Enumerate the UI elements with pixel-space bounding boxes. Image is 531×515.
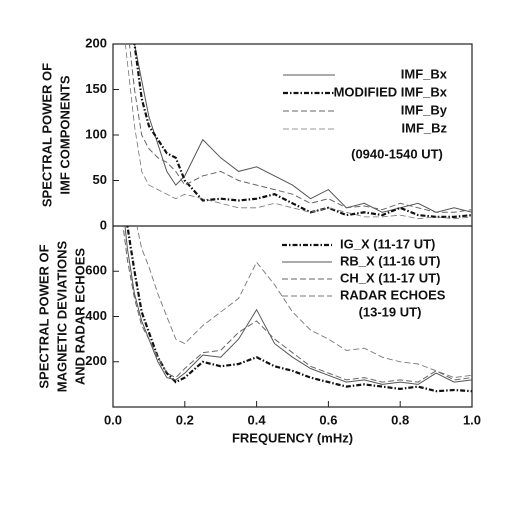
y-axis-label: IMF COMPONENTS [57, 75, 72, 194]
legend-label: IMF_Bx [401, 66, 448, 81]
y-axis-label: AND RADAR ECHOES [72, 248, 87, 386]
y-tick-label: 0 [100, 217, 107, 232]
y-axis-label: MAGNETIC DEVIATIONS [54, 240, 69, 392]
series-line [133, 44, 472, 218]
series-line [133, 44, 472, 213]
series-group [124, 44, 472, 220]
legend-label: IMF_By [401, 102, 448, 117]
y-axis-label: SPECTRAL POWER OF [36, 244, 51, 388]
series-line [128, 44, 472, 213]
legend-label: (13-19 UT) [359, 304, 422, 319]
legend-label: IG_X (11-17 UT) [340, 236, 435, 251]
x-tick-label: 0.4 [248, 412, 267, 427]
series-line [124, 44, 472, 220]
series-group [122, 226, 472, 393]
series-line [136, 226, 472, 379]
x-tick-label: 0.8 [391, 412, 409, 427]
y-tick-label: 200 [85, 353, 107, 368]
x-tick-label: 0.6 [319, 412, 337, 427]
y-tick-label: 50 [93, 172, 107, 187]
x-tick-label: 0.2 [176, 412, 194, 427]
legend-label: MODIFIED IMF_Bx [334, 84, 448, 99]
y-tick-label: 100 [85, 126, 107, 141]
legend-label: RB_X (11-16 UT) [340, 253, 440, 268]
legend-label: IMF_Bz [402, 120, 448, 135]
annotation: (0940-1540 UT) [351, 146, 443, 161]
x-axis-label: FREQUENCY (mHz) [232, 430, 353, 445]
legend-label: CH_X (11-17 UT) [340, 270, 440, 285]
series-line [126, 226, 472, 393]
y-axis-label: SPECTRAL POWER OF [39, 63, 54, 207]
y-tick-label: 200 [85, 35, 107, 50]
x-tick-label: 0.0 [104, 412, 122, 427]
y-tick-label: 150 [85, 81, 107, 96]
series-line [122, 226, 472, 383]
x-tick-label: 1.0 [463, 412, 481, 427]
y-tick-label: 400 [85, 308, 107, 323]
y-tick-label: 600 [85, 263, 107, 278]
legend-label: RADAR ECHOES [340, 287, 446, 302]
